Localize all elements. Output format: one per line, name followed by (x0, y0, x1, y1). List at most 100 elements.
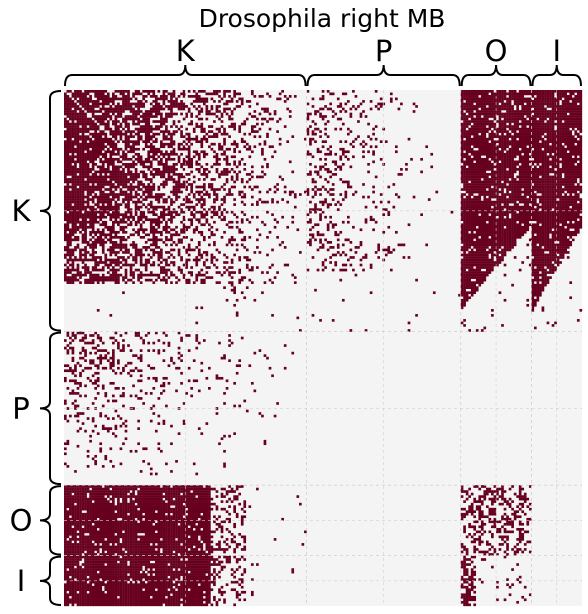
matrix-cell (157, 188, 161, 191)
matrix-cell (483, 122, 487, 126)
matrix-cell (69, 125, 72, 128)
matrix-cell (129, 147, 133, 151)
matrix-cell (551, 135, 555, 138)
matrix-cell (202, 127, 206, 131)
matrix-cell (329, 152, 332, 156)
matrix-cell (533, 115, 537, 118)
matrix-cell (574, 213, 578, 217)
matrix-cell (142, 183, 146, 186)
matrix-cell (122, 193, 125, 196)
matrix-cell (465, 198, 469, 201)
matrix-cell (106, 198, 110, 201)
matrix-cell (101, 215, 105, 219)
matrix-cell (463, 175, 466, 179)
matrix-cell (94, 195, 97, 199)
matrix-cell (129, 117, 133, 121)
matrix-cell (157, 155, 161, 159)
matrix-cell (478, 147, 482, 151)
matrix-cell (483, 198, 487, 201)
matrix-cell (96, 155, 100, 159)
matrix-cell (81, 140, 85, 144)
matrix-cell (86, 183, 90, 186)
matrix-cell (319, 165, 322, 169)
matrix-cell (162, 180, 166, 184)
matrix-cell (579, 112, 583, 116)
matrix-cell (493, 185, 497, 189)
matrix-cell (493, 157, 497, 161)
matrix-cell (528, 135, 532, 138)
matrix-cell (122, 215, 125, 219)
matrix-cell (64, 122, 67, 126)
matrix-cell (559, 160, 562, 164)
matrix-cell (357, 105, 360, 108)
matrix-cell (172, 165, 176, 169)
matrix-cell (536, 92, 540, 96)
matrix-cell (493, 117, 497, 121)
matrix-cell (129, 163, 133, 166)
matrix-cell (104, 100, 108, 103)
matrix-cell (225, 160, 229, 164)
matrix-cell (556, 175, 560, 179)
matrix-cell (470, 120, 474, 123)
matrix-cell (473, 198, 477, 201)
matrix-cell (549, 188, 552, 191)
matrix-cell (64, 102, 67, 106)
matrix-cell (496, 97, 499, 101)
matrix-cell (66, 203, 70, 206)
matrix-cell (94, 170, 97, 174)
matrix-cell (526, 205, 530, 209)
matrix-cell (574, 165, 578, 169)
matrix-cell (564, 130, 567, 133)
matrix-cell (281, 215, 284, 219)
matrix-cell (238, 163, 242, 166)
matrix-cell (521, 215, 525, 219)
matrix-cell (309, 200, 312, 204)
matrix-cell (496, 92, 499, 96)
matrix-cell (468, 163, 471, 166)
matrix-cell (157, 90, 161, 93)
matrix-cell (210, 125, 214, 128)
matrix-cell (536, 122, 540, 126)
matrix-cell (475, 180, 479, 184)
matrix-cell (117, 203, 120, 206)
matrix-cell (473, 127, 477, 131)
matrix-cell (554, 142, 557, 146)
matrix-cell (185, 112, 188, 116)
matrix-cell (91, 105, 95, 108)
matrix-cell (539, 130, 542, 133)
matrix-cell (197, 190, 201, 194)
matrix-cell (503, 218, 507, 222)
matrix-cell (533, 97, 537, 101)
matrix-cell (213, 132, 216, 136)
matrix-cell (460, 97, 464, 101)
matrix-cell (228, 125, 231, 128)
matrix-cell (523, 200, 527, 204)
matrix-cell (74, 160, 77, 164)
matrix-cell (129, 185, 133, 189)
matrix-cell (465, 140, 469, 144)
matrix-cell (478, 140, 482, 144)
matrix-cell (579, 110, 583, 113)
matrix-cell (473, 168, 477, 171)
matrix-cell (81, 150, 85, 154)
matrix-cell (86, 120, 90, 123)
matrix-cell (261, 165, 264, 169)
matrix-cell (468, 178, 471, 181)
matrix-cell (129, 165, 133, 169)
matrix-cell (195, 198, 199, 201)
matrix-cell (162, 90, 166, 93)
matrix-cell (503, 102, 507, 106)
matrix-cell (526, 97, 530, 101)
matrix-cell (89, 218, 92, 222)
matrix-cell (513, 165, 517, 169)
matrix-cell (556, 102, 560, 106)
matrix-cell (208, 145, 211, 149)
matrix-cell (556, 90, 560, 93)
matrix-cell (571, 145, 575, 149)
matrix-cell (508, 173, 512, 176)
matrix-cell (564, 213, 567, 217)
matrix-cell (566, 115, 570, 118)
matrix-cell (574, 157, 578, 161)
matrix-cell (521, 165, 525, 169)
matrix-cell (119, 105, 123, 108)
